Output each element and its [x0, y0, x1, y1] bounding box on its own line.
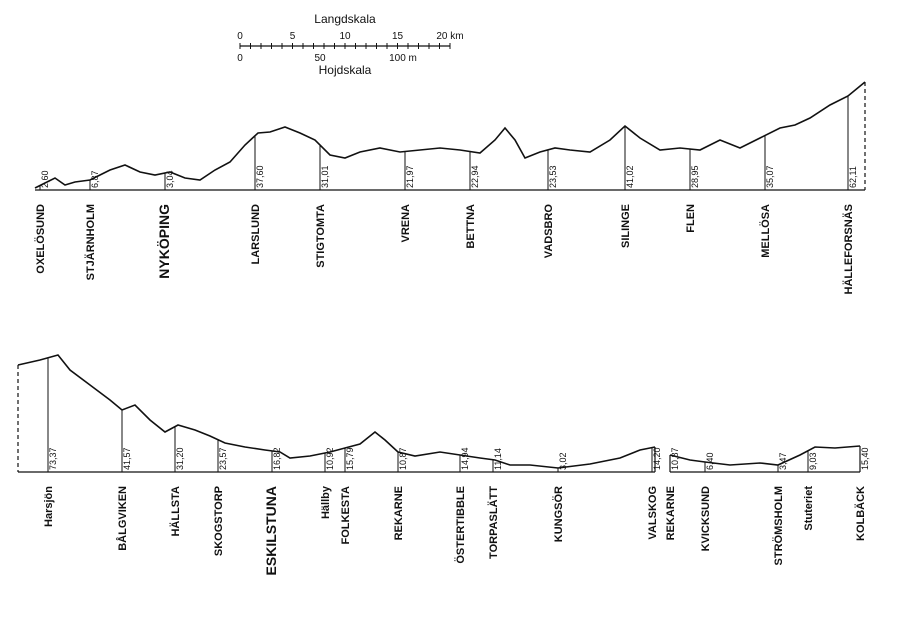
station-height: 10,92	[325, 447, 335, 470]
station-height: 23,53	[548, 165, 558, 188]
station-height: 28,95	[690, 165, 700, 188]
length-tick-label: 0	[237, 31, 243, 42]
height-scale-title: Hojdskala	[319, 63, 372, 77]
profile-line	[669, 445, 861, 466]
station-height: 6,87	[90, 170, 100, 188]
station-name: HÄLLSTA	[169, 486, 182, 537]
station-height: 73,37	[48, 447, 58, 470]
length-tick-label: 15	[392, 31, 404, 42]
station-height: 23,57	[218, 447, 228, 470]
station-height: 3,47	[778, 452, 788, 470]
station-name: TORPASLÄTT	[487, 486, 500, 559]
station-height: 11,14	[493, 448, 503, 470]
station-height: 3,04	[165, 170, 175, 188]
station-name: VALSKOG	[647, 486, 659, 540]
station-height: 22,94	[470, 165, 480, 188]
length-tick-label: 5	[290, 31, 296, 42]
station-height: 21,97	[405, 165, 415, 188]
station-name: MELLÖSA	[759, 204, 772, 258]
station-name: KOLBÄCK	[854, 486, 867, 541]
station-height: 62,11	[848, 166, 858, 188]
profile-line	[34, 81, 866, 189]
station-name: BÅLGVIKEN	[116, 486, 129, 551]
station-name: Hällby	[320, 485, 332, 519]
height-tick-label: 100 m	[389, 53, 417, 64]
station-height: 2,60	[40, 170, 50, 188]
station-name: ÖSTERTIBBLE	[454, 486, 467, 564]
height-tick-label: 50	[314, 53, 326, 64]
height-tick-label: 0	[237, 53, 243, 64]
station-name: REKARNE	[393, 486, 405, 540]
station-name: LARSLUND	[250, 204, 262, 265]
station-name: ESKILSTUNA	[263, 486, 279, 575]
station-height: 41,02	[625, 165, 635, 188]
station-name: VADSBRO	[543, 204, 555, 259]
length-scale-title: Langdskala	[314, 12, 376, 26]
station-height: 14,94	[460, 447, 470, 470]
station-name: STRÖMSHOLM	[772, 486, 785, 565]
station-name: Stuteriet	[803, 486, 815, 531]
station-name: KVICKSUND	[700, 486, 712, 551]
station-name: Harsjön	[43, 486, 55, 527]
station-height: 41,57	[122, 447, 132, 470]
station-height: 14,20	[652, 447, 662, 470]
station-name: HÄLLEFORSNÄS	[842, 204, 855, 294]
station-name: FLEN	[685, 204, 697, 233]
length-tick-label: 10	[339, 31, 351, 42]
station-name: BETTNA	[465, 204, 477, 249]
station-name: SILINGE	[620, 204, 632, 248]
station-height: 15,40	[860, 447, 870, 470]
station-height: 35,07	[765, 165, 775, 188]
station-name: SKOGSTORP	[213, 486, 225, 556]
station-height: 37,60	[255, 165, 265, 188]
station-name: STJÄRNHOLM	[84, 204, 97, 280]
station-name: FOLKESTA	[340, 486, 352, 545]
length-tick-label: 20 km	[436, 31, 463, 42]
station-name: STIGTOMTA	[315, 204, 327, 268]
station-height: 10,87	[670, 447, 680, 470]
station-height: 16,82	[272, 447, 282, 470]
station-height: 3,02	[558, 452, 568, 470]
station-name: REKARNE	[665, 486, 677, 540]
station-height: 31,01	[320, 165, 330, 188]
station-height: 6,40	[705, 452, 715, 470]
station-height: 9,03	[808, 452, 818, 470]
station-height: 31,20	[175, 447, 185, 470]
station-height: 15,79	[345, 447, 355, 470]
station-name: KUNGSÖR	[552, 486, 565, 542]
station-name: NYKÖPING	[156, 204, 172, 279]
station-name: OXELÖSUND	[34, 204, 47, 274]
station-height: 10,87	[398, 447, 408, 470]
station-name: VRENA	[400, 204, 412, 243]
